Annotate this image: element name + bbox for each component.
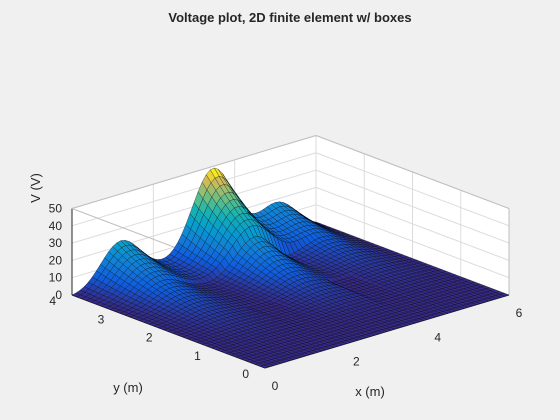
x-tick-label: 6 (516, 306, 523, 320)
z-axis-label: V (V) (28, 173, 43, 203)
y-axis-label: y (m) (113, 380, 143, 395)
y-tick-label: 3 (98, 312, 105, 326)
surface-face (499, 292, 510, 297)
x-tick-label: 2 (353, 355, 360, 369)
z-tick-label: 40 (49, 219, 63, 233)
z-tick-label: 0 (55, 288, 62, 302)
z-tick-label: 30 (49, 236, 63, 250)
surface-mesh (71, 167, 510, 369)
y-tick-label: 0 (242, 367, 249, 381)
x-axis-label: x (m) (355, 384, 385, 399)
chart-title: Voltage plot, 2D finite element w/ boxes (168, 10, 411, 25)
grid-line-right-z (315, 169, 510, 244)
box-edge-top-back (71, 135, 317, 209)
box-edge-top-right (315, 135, 510, 209)
grid-line-right-z (315, 152, 510, 227)
z-tick-label: 50 (49, 202, 63, 216)
grid-line-right-z (315, 186, 510, 261)
y-tick-label: 2 (146, 331, 153, 345)
x-tick-label: 0 (272, 379, 279, 393)
x-tick-label: 4 (434, 330, 441, 344)
z-tick-label: 20 (49, 253, 63, 267)
z-tick-label: 10 (49, 271, 63, 285)
y-tick-label: 1 (194, 349, 201, 363)
grid-line-right-z (315, 204, 510, 279)
y-tick-label: 4 (49, 294, 56, 308)
grid-line-back-z (71, 152, 317, 227)
